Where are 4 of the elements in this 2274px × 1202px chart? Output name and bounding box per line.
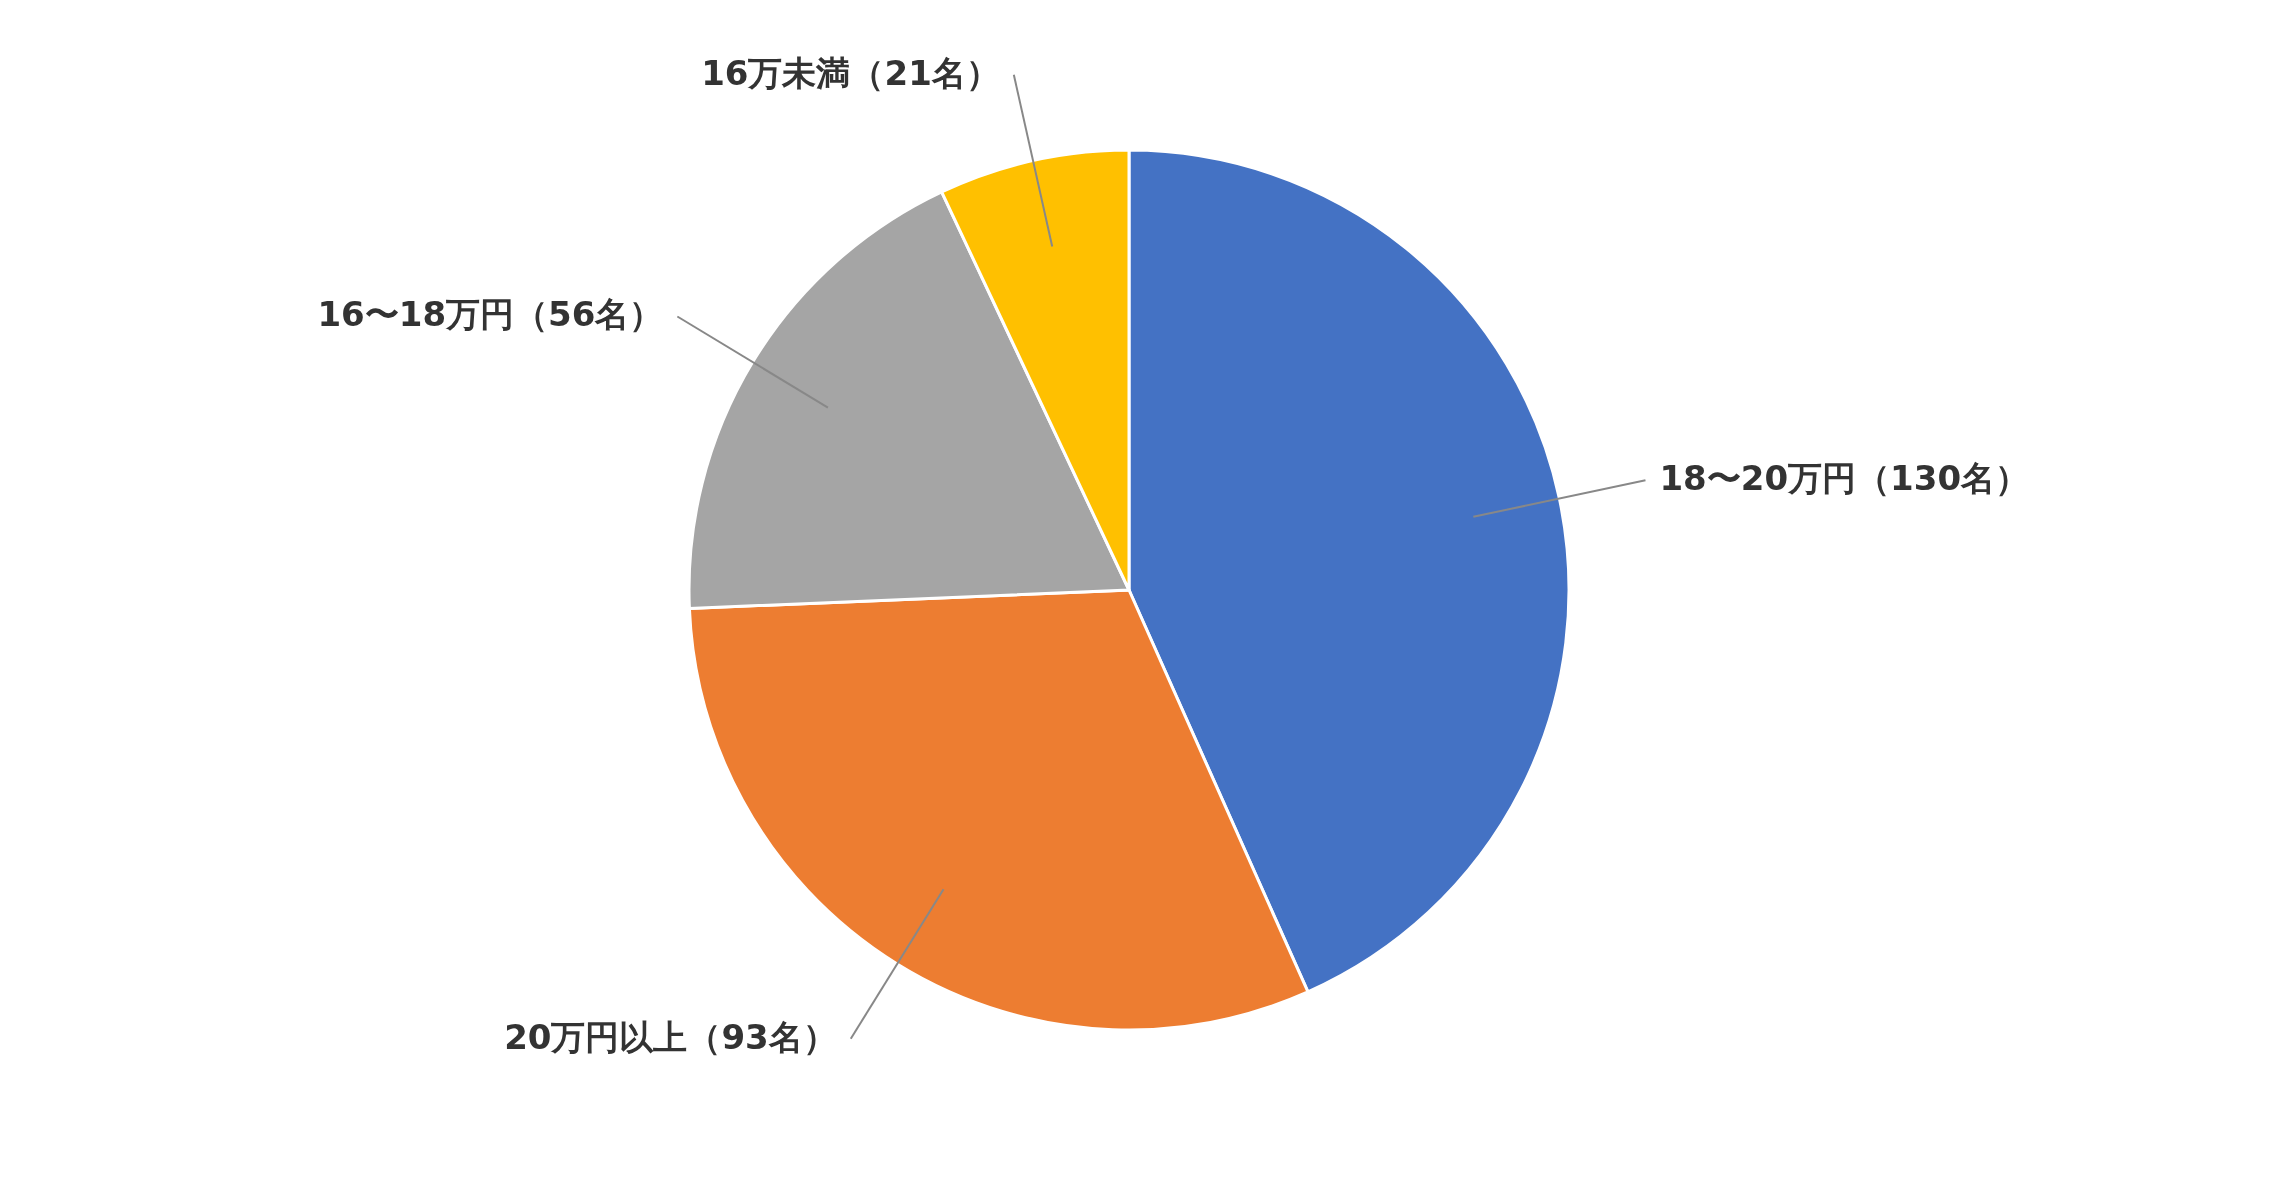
slice-label: 18〜20万円（130名）: [1659, 458, 2030, 499]
slice-label: 20万円以上（93名）: [504, 1016, 837, 1057]
slice-label: 16〜18万円（56名）: [317, 294, 664, 335]
slice-label: 16万未満（21名）: [701, 52, 1000, 93]
